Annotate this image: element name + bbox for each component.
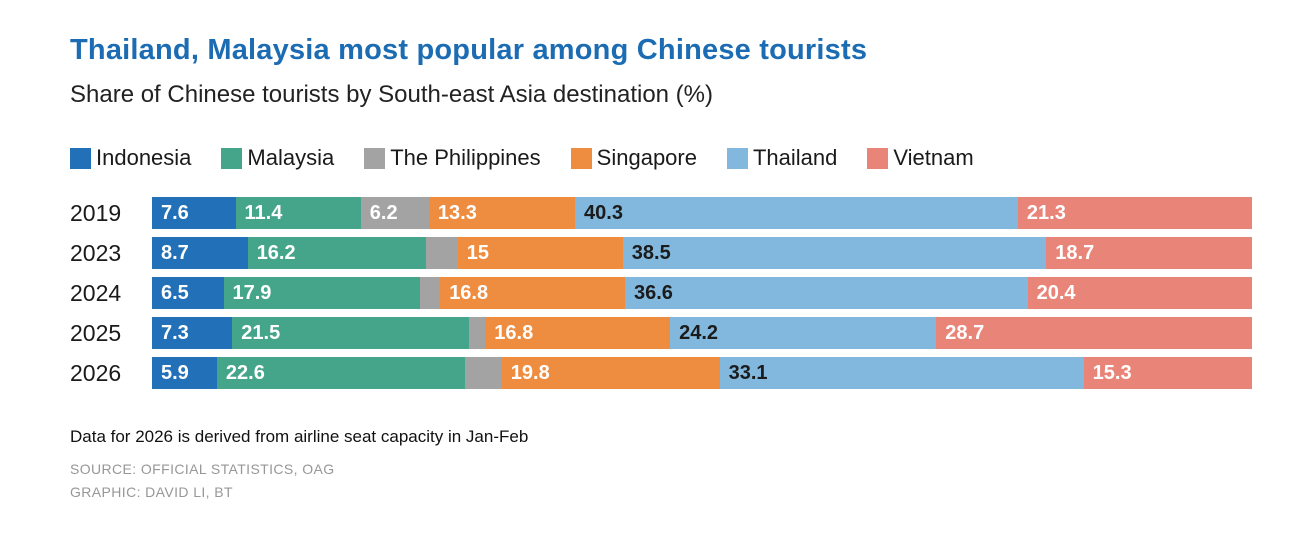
bar-value-label: 16.8	[449, 281, 489, 304]
bar-value-label: 13.3	[437, 201, 477, 224]
row-year-label: 2019	[70, 199, 122, 226]
bar-value-label: 5.9	[161, 361, 189, 384]
chart-row: 2025 7.3 21.5 16.8 24.2 28.7	[70, 317, 1252, 349]
bar-segment: 17.9	[223, 277, 421, 309]
source-line: SOURCE: OFFICIAL STATISTICS, OAG	[70, 461, 335, 477]
bar-segment: 20.4	[1027, 277, 1252, 309]
bar-value-label: 24.2	[679, 321, 719, 344]
bar-segment: 19.8	[501, 357, 720, 389]
bar-value-label: 11.4	[244, 201, 283, 224]
row-year-label: 2025	[70, 319, 122, 346]
chart-legend: Indonesia Malaysia The Philippines Singapor…	[70, 145, 1252, 171]
bar-segment: 16.2	[247, 237, 426, 269]
legend-label: Malaysia	[247, 145, 335, 170]
bar-value-label: 17.9	[232, 281, 272, 304]
legend-swatch	[726, 147, 748, 169]
bar-segment: 7.6	[152, 197, 236, 229]
legend-label: Singapore	[596, 145, 697, 170]
bar-value-label: 19.8	[510, 361, 550, 384]
bar-value-label: 8.7	[161, 241, 189, 264]
bar-segment: 16.8	[440, 277, 625, 309]
bar-value-label: 6.2	[369, 201, 398, 224]
legend-item: Vietnam	[867, 145, 974, 171]
stacked-bar: 7.3 21.5 16.8 24.2 28.7	[152, 317, 1252, 349]
bar-segment: 6.2	[360, 197, 429, 229]
bar-value-label: 36.6	[633, 281, 673, 304]
row-year-label: 2023	[70, 239, 122, 266]
legend-swatch	[364, 147, 386, 169]
page-title: Thailand, Malaysia most popular among Ch…	[70, 34, 868, 66]
chart-footer: Data for 2026 is derived from airline se…	[70, 427, 1252, 500]
bar-segment: 40.3	[575, 197, 1018, 229]
bar-segment: 16.8	[485, 317, 671, 349]
legend-swatch	[570, 147, 592, 169]
bar-value-label: 16.2	[256, 241, 296, 264]
legend-label: Indonesia	[96, 145, 192, 170]
legend-item: Thailand	[726, 145, 838, 171]
bar-value-label: 16.8	[494, 321, 534, 344]
bar-segment: 8.7	[152, 237, 248, 269]
chart-row: 2023 8.7 16.2 15 38.5 18.7	[70, 237, 1252, 269]
bar-segment: 38.5	[622, 237, 1047, 269]
legend-swatch	[867, 147, 889, 169]
bar-value-label: 38.5	[631, 241, 671, 264]
stacked-bar: 5.9 22.6 19.8 33.1 15.3	[152, 357, 1252, 389]
bar-segment: 21.3	[1017, 197, 1252, 229]
bar-segment: 13.3	[428, 197, 576, 229]
legend-item: The Philippines	[364, 145, 541, 171]
bar-value-label: 7.6	[161, 201, 189, 224]
stacked-bar: 8.7 16.2 15 38.5 18.7	[152, 237, 1252, 269]
chart-row: 2019 7.6 11.4 6.2 13.3 40.3 21.3	[70, 197, 1252, 229]
bar-value-label: 15	[466, 241, 490, 264]
bar-segment: 6.5	[152, 277, 224, 309]
bar-segment: 18.7	[1046, 237, 1252, 269]
graphic-credit-line: GRAPHIC: DAVID LI, BT	[70, 484, 233, 500]
bar-value-label: 18.7	[1055, 241, 1095, 264]
row-year-label: 2026	[70, 359, 122, 386]
legend-label: Vietnam	[893, 145, 974, 170]
bar-value-label: 33.1	[728, 361, 768, 384]
bar-value-label: 7.3	[161, 321, 189, 344]
bar-value-label: 21.3	[1026, 201, 1066, 224]
chart-subtitle: Share of Chinese tourists by South-east …	[70, 81, 714, 108]
bar-segment: 22.6	[216, 357, 466, 389]
bar-segment	[425, 237, 458, 269]
row-year-label: 2024	[70, 279, 122, 306]
bar-segment: 28.7	[936, 317, 1252, 349]
bar-value-label: 6.5	[161, 281, 189, 304]
bar-segment	[465, 357, 502, 389]
bar-segment: 5.9	[152, 357, 217, 389]
bar-segment	[468, 317, 486, 349]
bar-segment: 33.1	[719, 357, 1084, 389]
legend-item: Singapore	[570, 145, 697, 171]
bar-value-label: 20.4	[1036, 281, 1076, 304]
legend-item: Indonesia	[70, 145, 191, 171]
bar-segment: 15.3	[1083, 357, 1252, 389]
legend-label: Thailand	[752, 145, 838, 170]
bar-value-label: 22.6	[225, 361, 265, 384]
bar-value-label: 28.7	[945, 321, 985, 344]
bar-segment: 7.3	[152, 317, 233, 349]
bar-segment: 11.4	[235, 197, 361, 229]
stacked-bar: 7.6 11.4 6.2 13.3 40.3 21.3	[152, 197, 1252, 229]
bar-segment: 21.5	[232, 317, 469, 349]
bar-segment: 15	[457, 237, 623, 269]
legend-swatch	[70, 147, 91, 169]
bar-segment: 24.2	[670, 317, 937, 349]
bar-segment: 36.6	[624, 277, 1028, 309]
chart-row: 2024 6.5 17.9 16.8 36.6 20.4	[70, 277, 1252, 309]
chart-row: 2026 5.9 22.6 19.8 33.1 15.3	[70, 357, 1252, 389]
data-footnote: Data for 2026 is derived from airline se…	[70, 427, 529, 446]
bar-value-label: 15.3	[1092, 361, 1132, 384]
bar-value-label: 40.3	[584, 201, 623, 224]
legend-swatch	[221, 147, 243, 169]
chart-rows: 2019 7.6 11.4 6.2 13.3 40.3 21.3 2023 8.7 16.2 15 3…	[70, 197, 1252, 389]
legend-label: The Philippines	[390, 145, 541, 170]
bar-segment	[420, 277, 441, 309]
bar-value-label: 21.5	[241, 321, 281, 344]
stacked-bar: 6.5 17.9 16.8 36.6 20.4	[152, 277, 1252, 309]
legend-item: Malaysia	[221, 145, 334, 171]
